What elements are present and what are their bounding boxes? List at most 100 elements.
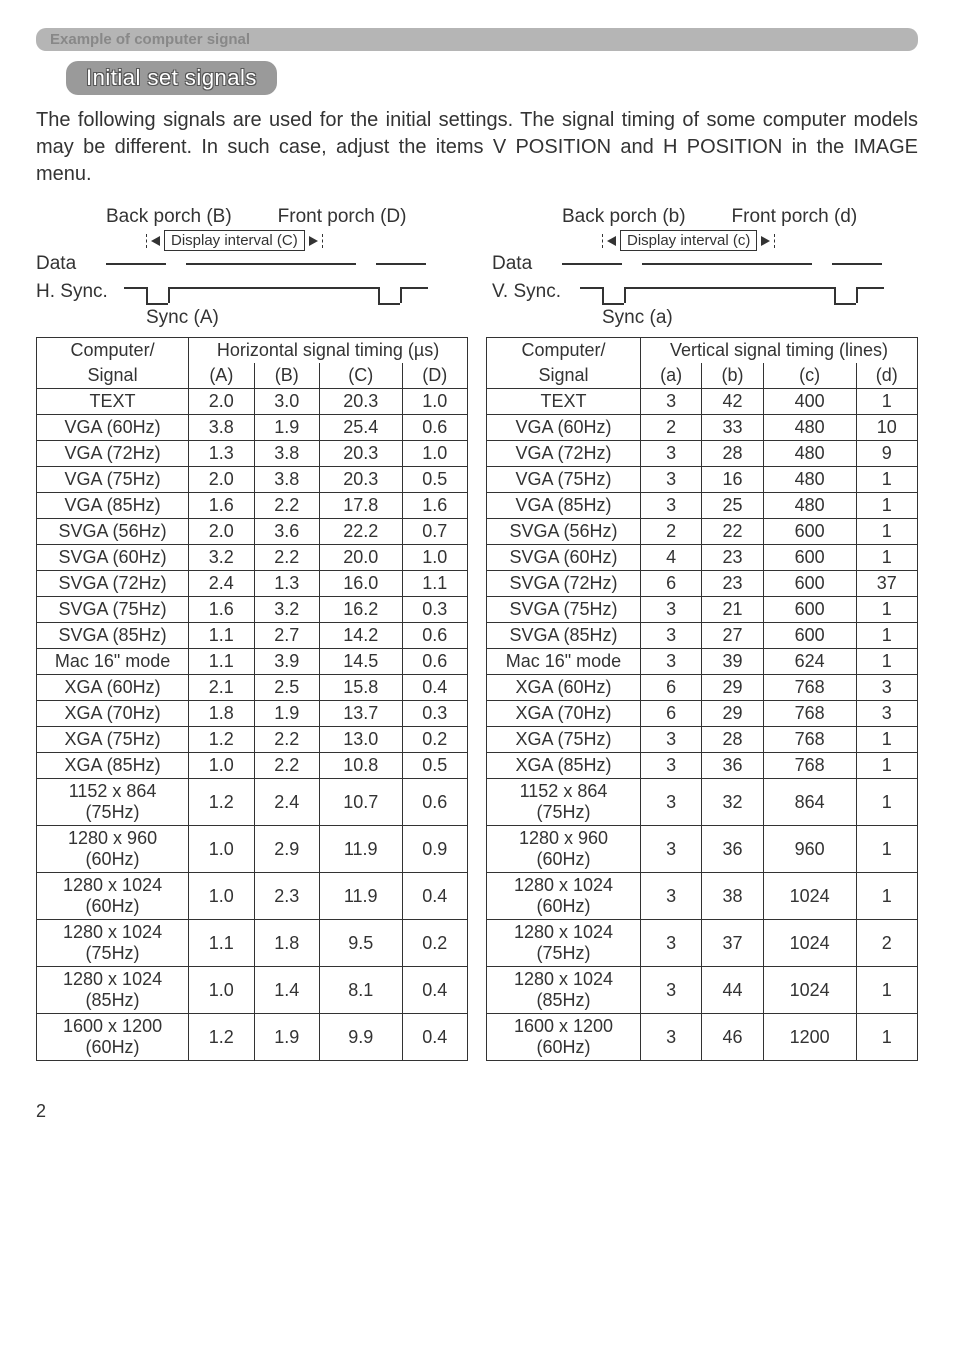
- value-cell: 1.0: [189, 753, 254, 779]
- value-cell: 0.2: [402, 920, 467, 967]
- value-cell: 8.1: [319, 967, 402, 1014]
- value-cell: 6: [640, 701, 701, 727]
- signal-cell: VGA (85Hz): [37, 493, 189, 519]
- table-row: XGA (75Hz)1.22.213.00.2: [37, 727, 468, 753]
- signal-cell: 1600 x 1200(60Hz): [37, 1014, 189, 1061]
- value-cell: 1.0: [402, 441, 467, 467]
- value-cell: 3.6: [254, 519, 319, 545]
- value-cell: 25: [702, 493, 763, 519]
- value-cell: 38: [702, 873, 763, 920]
- value-cell: 0.5: [402, 753, 467, 779]
- h-col-c: (C): [319, 363, 402, 389]
- value-cell: 480: [763, 415, 856, 441]
- value-cell: 1: [856, 597, 917, 623]
- v-col-a: (a): [640, 363, 701, 389]
- signal-cell: SVGA (75Hz): [37, 597, 189, 623]
- value-cell: 20.0: [319, 545, 402, 571]
- table-row: XGA (85Hz)3367681: [487, 753, 918, 779]
- value-cell: 0.4: [402, 967, 467, 1014]
- value-cell: 13.7: [319, 701, 402, 727]
- value-cell: 600: [763, 519, 856, 545]
- signal-cell: 1280 x 1024(60Hz): [487, 873, 641, 920]
- value-cell: 768: [763, 701, 856, 727]
- value-cell: 2.1: [189, 675, 254, 701]
- value-cell: 0.2: [402, 727, 467, 753]
- value-cell: 3: [640, 779, 701, 826]
- signal-cell: SVGA (60Hz): [487, 545, 641, 571]
- signal-cell: 1280 x 1024(85Hz): [37, 967, 189, 1014]
- value-cell: 2.7: [254, 623, 319, 649]
- value-cell: 17.8: [319, 493, 402, 519]
- h-signal-col-top: Computer/: [37, 338, 189, 364]
- value-cell: 1024: [763, 873, 856, 920]
- value-cell: 960: [763, 826, 856, 873]
- value-cell: 11.9: [319, 826, 402, 873]
- signal-cell: TEXT: [487, 389, 641, 415]
- v-front-porch-label: Front porch (d): [732, 206, 858, 228]
- value-cell: 1.6: [189, 597, 254, 623]
- h-timing-table: Computer/ Horizontal signal timing (µs) …: [36, 337, 468, 1061]
- signal-cell: SVGA (85Hz): [37, 623, 189, 649]
- value-cell: 10: [856, 415, 917, 441]
- value-cell: 768: [763, 675, 856, 701]
- table-row: SVGA (56Hz)2226001: [487, 519, 918, 545]
- value-cell: 36: [702, 826, 763, 873]
- value-cell: 3: [640, 467, 701, 493]
- value-cell: 20.3: [319, 389, 402, 415]
- table-row: TEXT2.03.020.31.0: [37, 389, 468, 415]
- table-row: 1280 x 1024(60Hz)1.02.311.90.4: [37, 873, 468, 920]
- value-cell: 3.8: [254, 441, 319, 467]
- value-cell: 3: [640, 1014, 701, 1061]
- value-cell: 3: [640, 493, 701, 519]
- table-row: 1280 x 960(60Hz)3369601: [487, 826, 918, 873]
- value-cell: 1: [856, 1014, 917, 1061]
- signal-cell: 1280 x 1024(75Hz): [487, 920, 641, 967]
- value-cell: 0.9: [402, 826, 467, 873]
- value-cell: 28: [702, 441, 763, 467]
- signal-cell: 1152 x 864(75Hz): [487, 779, 641, 826]
- value-cell: 29: [702, 701, 763, 727]
- value-cell: 2.2: [254, 545, 319, 571]
- value-cell: 1: [856, 519, 917, 545]
- value-cell: 1.1: [189, 920, 254, 967]
- table-row: 1280 x 1024(75Hz)33710242: [487, 920, 918, 967]
- value-cell: 0.4: [402, 675, 467, 701]
- value-cell: 600: [763, 623, 856, 649]
- value-cell: 400: [763, 389, 856, 415]
- signal-cell: XGA (85Hz): [487, 753, 641, 779]
- signal-cell: SVGA (75Hz): [487, 597, 641, 623]
- value-cell: 10.8: [319, 753, 402, 779]
- value-cell: 1.0: [402, 545, 467, 571]
- table-row: XGA (60Hz)6297683: [487, 675, 918, 701]
- value-cell: 2.0: [189, 519, 254, 545]
- signal-cell: 1600 x 1200(60Hz): [487, 1014, 641, 1061]
- table-row: SVGA (85Hz)3276001: [487, 623, 918, 649]
- signal-cell: VGA (85Hz): [487, 493, 641, 519]
- signal-cell: 1280 x 960(60Hz): [37, 826, 189, 873]
- table-row: SVGA (85Hz)1.12.714.20.6: [37, 623, 468, 649]
- value-cell: 1.1: [189, 623, 254, 649]
- v-display-interval-label: Display interval (c): [620, 230, 757, 251]
- table-row: Mac 16" mode1.13.914.50.6: [37, 649, 468, 675]
- signal-cell: XGA (85Hz): [37, 753, 189, 779]
- value-cell: 1: [856, 545, 917, 571]
- value-cell: 29: [702, 675, 763, 701]
- value-cell: 1.0: [189, 826, 254, 873]
- v-sync-bottom-label: Sync (a): [602, 307, 673, 329]
- signal-cell: SVGA (72Hz): [487, 571, 641, 597]
- signal-cell: SVGA (85Hz): [487, 623, 641, 649]
- timing-diagrams: Back porch (B) Front porch (D) Display i…: [36, 206, 918, 313]
- signal-cell: 1280 x 1024(75Hz): [37, 920, 189, 967]
- signal-cell: VGA (72Hz): [37, 441, 189, 467]
- value-cell: 3: [640, 597, 701, 623]
- value-cell: 2.2: [254, 493, 319, 519]
- value-cell: 13.0: [319, 727, 402, 753]
- signal-cell: VGA (60Hz): [487, 415, 641, 441]
- section-header: Example of computer signal: [36, 28, 918, 51]
- signal-cell: SVGA (72Hz): [37, 571, 189, 597]
- value-cell: 1: [856, 649, 917, 675]
- value-cell: 44: [702, 967, 763, 1014]
- value-cell: 15.8: [319, 675, 402, 701]
- value-cell: 20.3: [319, 441, 402, 467]
- value-cell: 1.0: [189, 967, 254, 1014]
